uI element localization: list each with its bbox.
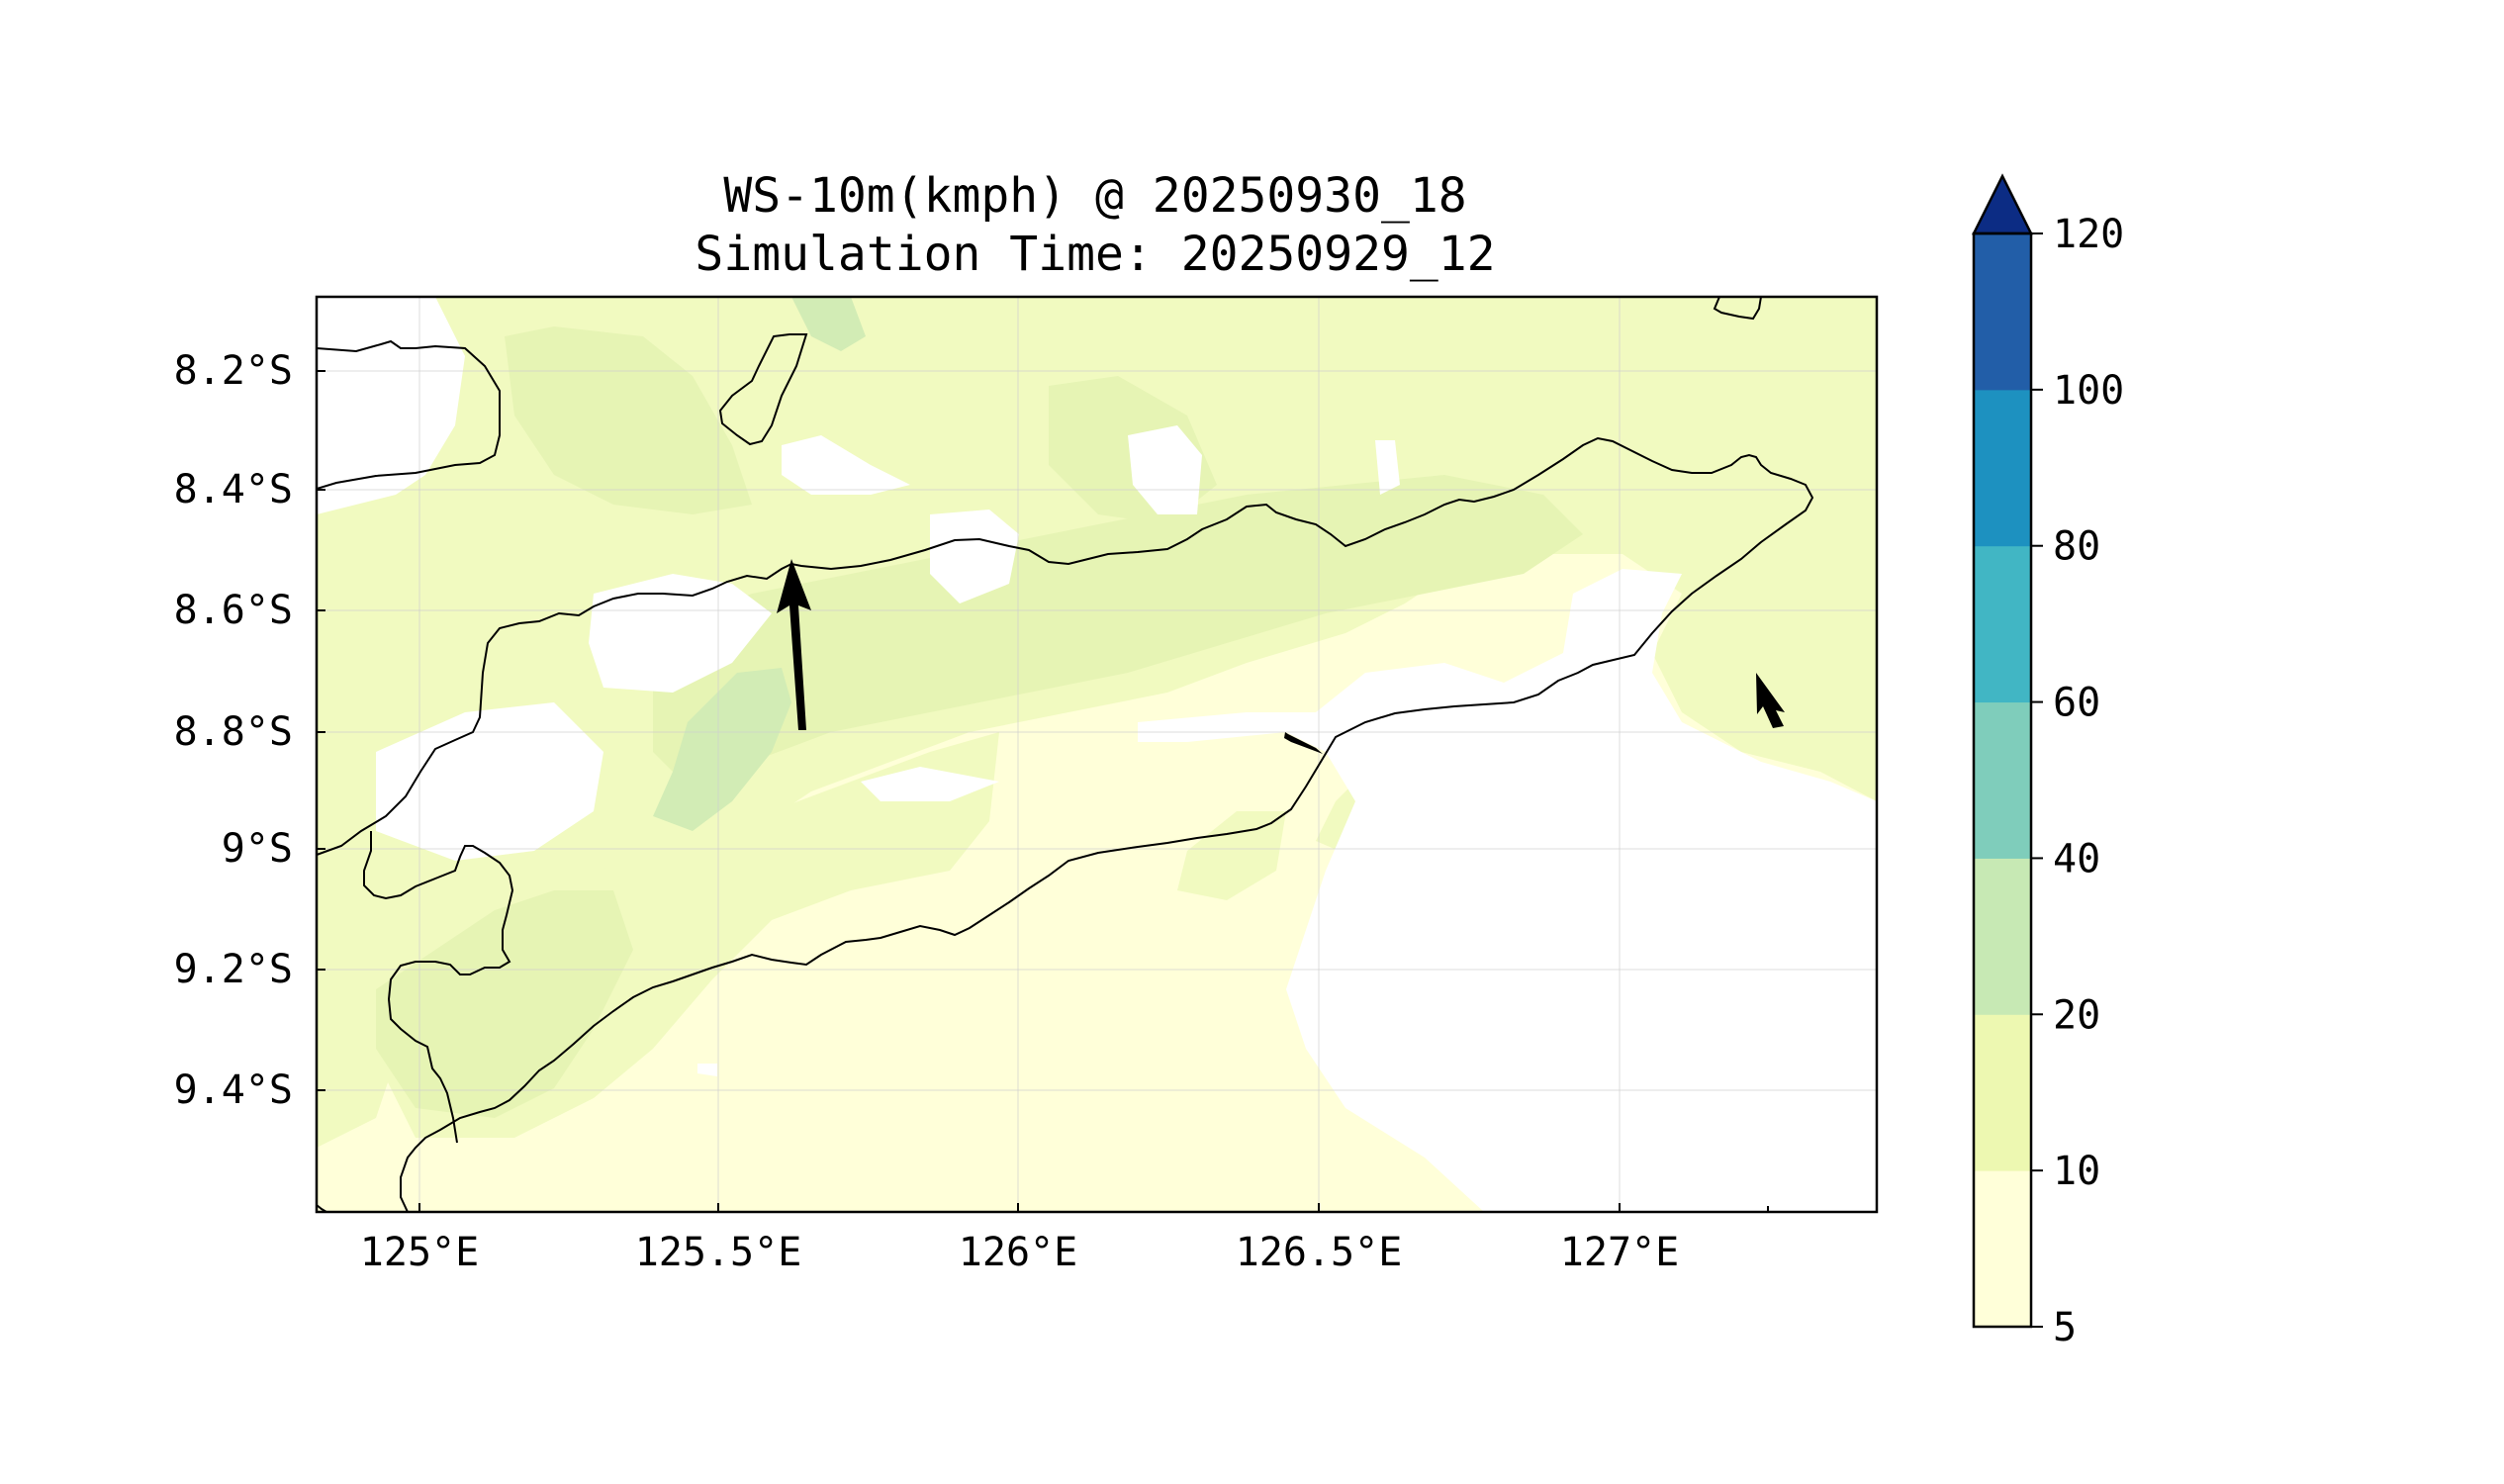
coastline-timor-north [317, 436, 1814, 1212]
axis-ticks [317, 370, 1769, 1212]
colorbar-tick-label: 60 [2053, 681, 2100, 726]
colorbar-segment [1974, 858, 2031, 1015]
colorbar-segment [1974, 1014, 2031, 1171]
colorbar-segment [1974, 1170, 2031, 1328]
x-tick-label: 125.5°E [635, 1230, 802, 1275]
colorbar-tick-label: 40 [2053, 836, 2100, 881]
wind-vectors [777, 559, 1785, 754]
wind-band-10-20-d [1177, 811, 1286, 900]
y-tick-label: 8.4°S [174, 467, 293, 512]
y-tick-label: 8.2°S [174, 348, 293, 394]
map-frame [315, 295, 1879, 1214]
y-tick-label: 9.2°S [174, 947, 293, 992]
wind-band-below-5-b [376, 702, 603, 861]
coastline-timor-south [363, 831, 514, 1144]
coastline-alor-wetar [718, 333, 808, 446]
colorbar-tick-label: 5 [2053, 1305, 2077, 1350]
wind-band-10-20-inner-d [376, 890, 633, 1118]
colorbar-segment [1974, 545, 2031, 703]
colorbar-segment [1974, 233, 2031, 391]
wind-band-20-40 [653, 668, 791, 831]
x-tick-label: 126°E [959, 1230, 1077, 1275]
wind-band-below-5-h [1138, 569, 1877, 1212]
wind-vector [1756, 673, 1785, 728]
wind-band-below-5-g [1375, 440, 1400, 495]
wind-vector [1284, 732, 1323, 754]
coastlines [317, 297, 1814, 1212]
wind-band-below-5-j [697, 1064, 717, 1076]
y-tick-label: 9.4°S [174, 1067, 293, 1113]
gridlines [317, 297, 1877, 1212]
chart-subtitle: Simulation Time: 20250929_12 [695, 227, 1495, 282]
wind-vector [777, 559, 811, 730]
chart-title: WS-10m(kmph) @ 20250930_18 [723, 168, 1466, 224]
y-tick-label: 8.6°S [174, 588, 293, 633]
wind-band-10-20-inner [505, 326, 752, 514]
colorbar-segment [1974, 389, 2031, 547]
y-tick-label: 9°S [222, 826, 293, 872]
colorbar-segment [1974, 701, 2031, 859]
wind-band-below-5-i [861, 767, 999, 801]
colorbar-tick-label: 20 [2053, 992, 2100, 1038]
wind-band-20-40-b [791, 297, 866, 351]
wind-band-below-5-e [930, 510, 1019, 603]
colorbar: 5 10 20 40 60 80 100 120 [1971, 173, 2124, 1350]
wind-band-below-5-f [1128, 425, 1202, 514]
x-tick-label: 126.5°E [1236, 1230, 1403, 1275]
coastline-flores [317, 339, 501, 490]
y-tick-label: 8.8°S [174, 709, 293, 755]
x-tick-label: 127°E [1560, 1230, 1679, 1275]
colorbar-frame [1972, 232, 2033, 1329]
colorbar-tick-label: 80 [2053, 524, 2100, 570]
wind-band-below-5-c [589, 574, 772, 693]
colorbar-tick-label: 120 [2053, 212, 2124, 257]
colorbar-tick-label: 100 [2053, 368, 2124, 414]
coastline-islet-ne [1713, 297, 1762, 321]
wind-band-10-20-inner-c [653, 475, 1583, 791]
wind-band-below-5-d [782, 435, 910, 495]
colorbar-tick-label: 10 [2053, 1149, 2100, 1194]
x-tick-label: 125°E [360, 1230, 479, 1275]
map-panel: 125°E 125.5°E 126°E 126.5°E 127°E 8.2°S … [174, 295, 1879, 1275]
colorbar-extend-arrow [1971, 173, 2034, 235]
